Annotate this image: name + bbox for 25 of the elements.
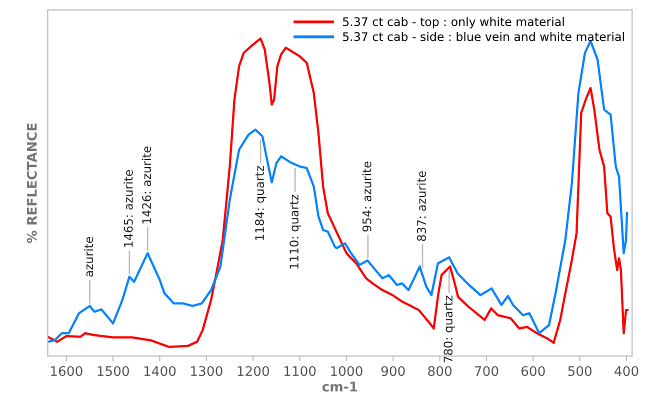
x-tick-label: 700 bbox=[474, 366, 498, 376]
annotation: 837: azurite bbox=[416, 171, 426, 241]
x-tick-label: 1200 bbox=[238, 366, 270, 376]
legend-label: 5.37 ct cab - top : only white material bbox=[343, 17, 564, 28]
x-axis-title: cm-1 bbox=[322, 382, 358, 392]
x-tick-label: 400 bbox=[614, 366, 638, 376]
annotation: 954: azurite bbox=[362, 162, 372, 232]
x-tick-label: 1300 bbox=[191, 366, 222, 376]
annotation: 1184: quartz bbox=[255, 166, 266, 240]
x-tick-label: 500 bbox=[568, 366, 592, 376]
x-tick-label: 1600 bbox=[51, 366, 82, 376]
y-axis-title: % REFLECTANCE bbox=[26, 123, 37, 244]
annotation: 1465: azurite bbox=[124, 170, 133, 247]
x-tick-label: 800 bbox=[428, 366, 452, 376]
legend-label: 5.37 ct cab - side : blue vein and white material bbox=[343, 32, 624, 42]
x-tick-label: 900 bbox=[381, 366, 405, 376]
annotation: 1426: azurite bbox=[142, 146, 152, 224]
x-tick-label: 600 bbox=[521, 366, 545, 376]
x-tick-label: 1100 bbox=[284, 366, 316, 376]
x-tick-label: 1400 bbox=[144, 366, 176, 376]
annotation: 780: quartz bbox=[444, 296, 455, 362]
x-tick-label: 1500 bbox=[98, 366, 129, 376]
annotation: azurite bbox=[84, 237, 94, 277]
x-tick-label: 1000 bbox=[331, 366, 362, 376]
annotation: 1110: quartz bbox=[290, 194, 301, 268]
